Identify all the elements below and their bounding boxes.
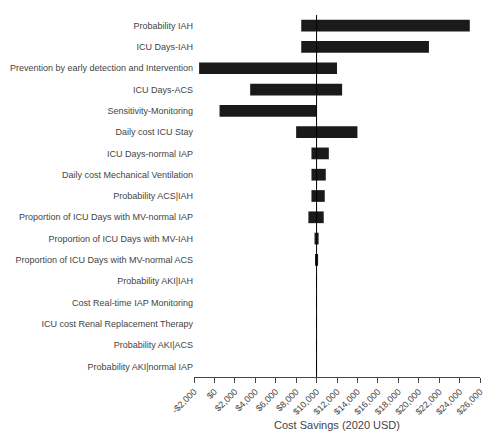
- svg-text:$4,000: $4,000: [233, 387, 260, 414]
- svg-text:Daily cost Mechanical Ventilat: Daily cost Mechanical Ventilation: [62, 170, 193, 180]
- svg-text:$6,000: $6,000: [254, 387, 281, 414]
- svg-text:Probability IAH: Probability IAH: [133, 21, 193, 31]
- svg-text:$20,000: $20,000: [393, 387, 423, 417]
- svg-text:ICU Days-ACS: ICU Days-ACS: [133, 85, 193, 95]
- svg-text:$24,000: $24,000: [434, 387, 464, 417]
- svg-text:$10,000: $10,000: [291, 387, 321, 417]
- svg-text:Cost Real-time IAP Monitoring: Cost Real-time IAP Monitoring: [72, 298, 193, 308]
- svg-text:Probability AKI|ACS: Probability AKI|ACS: [114, 340, 193, 350]
- svg-text:$0: $0: [205, 387, 219, 401]
- svg-text:$2,000: $2,000: [213, 387, 240, 414]
- svg-text:-$2,000: -$2,000: [170, 387, 199, 416]
- svg-text:Sensitivity-Monitoring: Sensitivity-Monitoring: [107, 106, 193, 116]
- svg-text:Proportion of ICU Days with MV: Proportion of ICU Days with MV-IAH: [48, 234, 193, 244]
- svg-text:ICU Days-normal IAP: ICU Days-normal IAP: [107, 149, 193, 159]
- svg-text:Probability AKI|normal IAP: Probability AKI|normal IAP: [88, 362, 193, 372]
- svg-text:Daily cost ICU Stay: Daily cost ICU Stay: [115, 127, 193, 137]
- svg-text:Proportion of ICU Days with MV: Proportion of ICU Days with MV-normal IA…: [19, 212, 193, 222]
- svg-text:Probability ACS|IAH: Probability ACS|IAH: [113, 191, 193, 201]
- svg-text:ICU Days-IAH: ICU Days-IAH: [136, 42, 193, 52]
- svg-text:$18,000: $18,000: [373, 387, 403, 417]
- svg-text:Proportion of ICU Days with MV: Proportion of ICU Days with MV-normal AC…: [15, 255, 193, 265]
- svg-text:Cost Savings (2020 USD): Cost Savings (2020 USD): [274, 419, 400, 431]
- svg-text:$12,000: $12,000: [312, 387, 342, 417]
- svg-text:$22,000: $22,000: [414, 387, 444, 417]
- svg-text:Prevention by early detection: Prevention by early detection and Interv…: [10, 63, 193, 73]
- svg-text:$8,000: $8,000: [274, 387, 301, 414]
- svg-text:Probability AKI|IAH: Probability AKI|IAH: [117, 276, 193, 286]
- svg-text:$26,000: $26,000: [455, 387, 485, 417]
- svg-text:ICU cost Renal Replacement The: ICU cost Renal Replacement Therapy: [42, 319, 194, 329]
- svg-text:$14,000: $14,000: [332, 387, 362, 417]
- svg-text:$16,000: $16,000: [352, 387, 382, 417]
